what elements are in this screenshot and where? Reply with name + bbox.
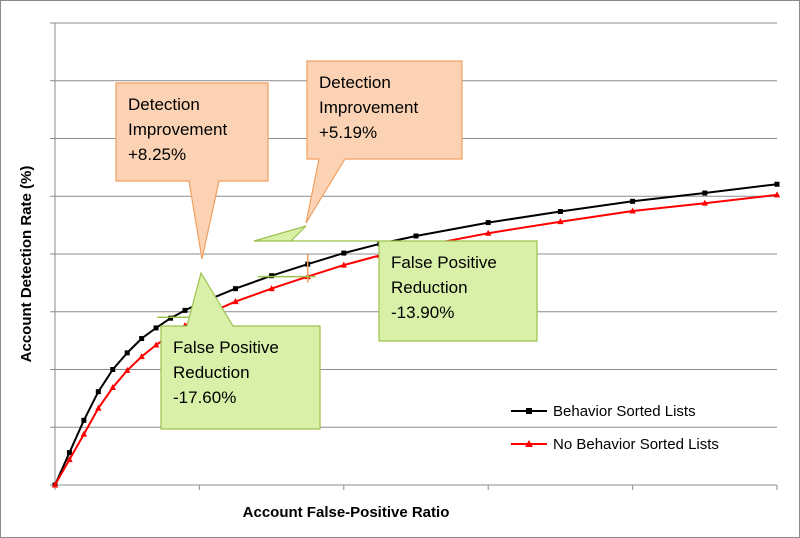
callout-2-line-2: Improvement <box>319 98 418 117</box>
point-1-6 <box>138 353 145 360</box>
point-0-11 <box>233 286 238 292</box>
point-0-19 <box>630 198 636 204</box>
axes <box>50 22 778 490</box>
point-1-1 <box>66 456 73 463</box>
callout-4: False Positive Reduction -13.90% <box>253 225 538 342</box>
callout-2: Detection Improvement +5.19% <box>305 60 463 224</box>
callout-1: Detection Improvement +8.25% <box>115 82 269 260</box>
point-0-4 <box>110 367 116 372</box>
point-1-4 <box>109 384 116 391</box>
point-1-17 <box>485 229 492 236</box>
point-0-20 <box>702 190 708 196</box>
point-1-19 <box>629 207 636 214</box>
point-0-12 <box>269 273 275 279</box>
callout-1-line-2: Improvement <box>128 120 227 139</box>
point-0-5 <box>124 350 130 356</box>
legend-item-behavior: Behavior Sorted Lists <box>511 403 696 420</box>
point-1-18 <box>557 218 564 225</box>
point-0-18 <box>557 208 563 214</box>
point-1-14 <box>340 261 347 268</box>
callout-2-line-3: +5.19% <box>319 123 377 142</box>
callout-4-line-2: Reduction <box>391 278 468 297</box>
callout-shape-2 <box>305 60 463 224</box>
point-1-21 <box>773 191 781 198</box>
point-0-9 <box>182 307 188 313</box>
point-0-8 <box>168 315 174 321</box>
point-0-21 <box>774 181 780 187</box>
callout-3-line-2: Reduction <box>173 363 250 382</box>
point-0-2 <box>81 417 87 423</box>
point-1-3 <box>95 404 102 411</box>
legend-item-no-behavior: No Behavior Sorted Lists <box>511 436 719 453</box>
legend-marker-no-behavior <box>525 440 533 447</box>
point-0-16 <box>413 233 419 239</box>
callout-shape-3 <box>160 271 321 430</box>
legend: Behavior Sorted Lists No Behavior Sorted… <box>511 403 719 453</box>
point-0-17 <box>485 220 491 226</box>
legend-label-no-behavior: No Behavior Sorted Lists <box>553 436 719 453</box>
point-1-20 <box>701 199 708 206</box>
point-1-2 <box>80 430 88 437</box>
callout-2-line-1: Detection <box>319 73 391 92</box>
callout-4-line-1: False Positive <box>391 253 497 272</box>
callout-1-line-3: +8.25% <box>128 145 186 164</box>
point-1-11 <box>232 298 239 305</box>
point-0-6 <box>139 336 145 342</box>
callout-3-line-3: -17.60% <box>173 388 236 407</box>
point-1-5 <box>124 366 131 373</box>
x-axis-title: Account False-Positive Ratio <box>243 504 450 521</box>
y-axis-title: Account Detection Rate (%) <box>18 166 35 363</box>
callout-shape-4 <box>253 225 538 342</box>
callout-1-line-1: Detection <box>128 95 200 114</box>
point-0-7 <box>153 325 159 331</box>
series-line-0 <box>54 183 778 486</box>
callout-4-line-3: -13.90% <box>391 303 454 322</box>
point-0-1 <box>66 450 72 456</box>
point-1-12 <box>268 285 275 292</box>
point-1-7 <box>152 341 160 348</box>
callout-shape-1 <box>115 82 269 260</box>
callout-3: False Positive Reduction -17.60% <box>160 271 321 430</box>
callouts: Detection Improvement +8.25% Detection Impro… <box>115 60 538 430</box>
point-0-14 <box>341 250 347 256</box>
legend-label-behavior: Behavior Sorted Lists <box>553 403 696 420</box>
point-0-3 <box>95 389 101 395</box>
callout-3-line-1: False Positive <box>173 338 279 357</box>
point-1-0 <box>51 481 59 488</box>
legend-marker-behavior <box>526 408 532 414</box>
